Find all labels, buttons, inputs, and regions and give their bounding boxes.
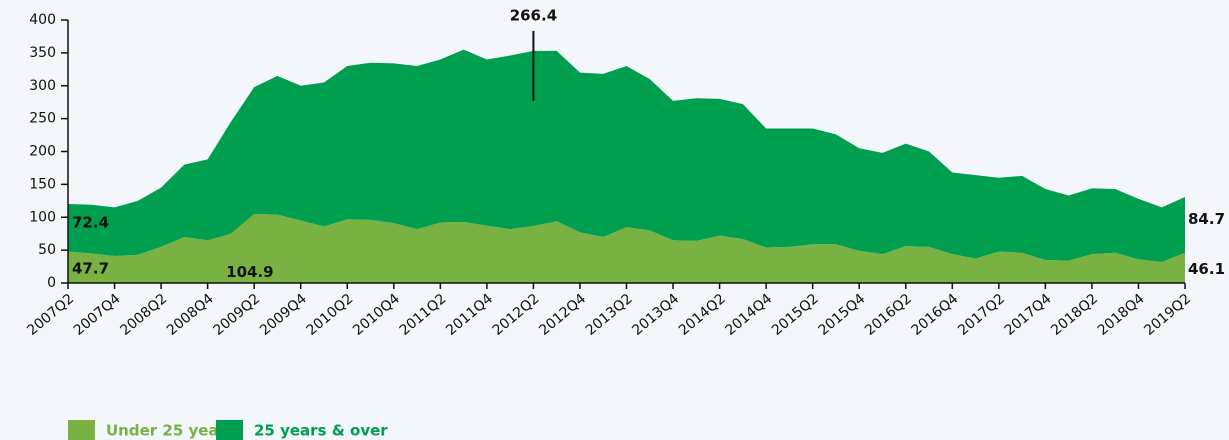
x-tick-label: 2012Q4 [536, 291, 589, 339]
x-tick-label: 2010Q4 [350, 291, 403, 339]
x-tick-label: 2013Q2 [583, 291, 636, 339]
x-tick-label: 2019Q2 [1141, 291, 1194, 339]
y-tick-label: 250 [29, 111, 56, 127]
y-tick-label: 350 [29, 45, 56, 61]
x-tick-label: 2012Q2 [490, 291, 543, 339]
x-tick-label: 2018Q2 [1048, 291, 1101, 339]
area [68, 214, 1185, 283]
data-label: 47.7 [72, 259, 109, 277]
legend-label: Under 25 years [106, 422, 235, 440]
y-tick-label: 50 [38, 242, 56, 258]
x-tick-label: 2016Q2 [862, 291, 915, 339]
y-tick-label: 200 [29, 144, 56, 160]
y-tick-label: 400 [29, 12, 56, 28]
x-tick-label: 2014Q4 [722, 291, 775, 339]
legend-swatch [216, 420, 243, 440]
legend-label: 25 years & over [254, 422, 388, 440]
x-tick-label: 2007Q4 [71, 291, 124, 339]
area [68, 49, 1185, 262]
data-label: 266.4 [510, 6, 557, 24]
x-tick-label: 2011Q2 [397, 291, 450, 339]
x-tick-label: 2008Q2 [117, 291, 170, 339]
x-tick-label: 2017Q2 [955, 291, 1008, 339]
data-label: 46.1 [1188, 260, 1225, 278]
x-tick-label: 2010Q2 [304, 291, 357, 339]
y-tick-label: 300 [29, 78, 56, 94]
data-label: 72.4 [72, 214, 109, 232]
y-tick-label: 0 [47, 275, 56, 291]
data-label: 104.9 [226, 263, 273, 281]
x-tick-label: 2011Q4 [443, 291, 496, 339]
x-tick-label: 2008Q4 [164, 291, 217, 339]
x-tick-label: 2015Q2 [769, 291, 822, 339]
x-tick-label: 2018Q4 [1095, 291, 1148, 339]
legend-swatch [68, 420, 95, 440]
data-label: 84.7 [1188, 210, 1225, 228]
y-tick-label: 100 [29, 209, 56, 225]
x-tick-label: 2015Q4 [816, 291, 869, 339]
x-tick-label: 2013Q4 [629, 291, 682, 339]
x-tick-label: 2009Q4 [257, 291, 310, 339]
x-tick-label: 2007Q2 [24, 291, 77, 339]
x-tick-label: 2017Q4 [1002, 291, 1055, 339]
x-tick-label: 2016Q4 [909, 291, 962, 339]
y-tick-label: 150 [29, 176, 56, 192]
x-tick-label: 2014Q2 [676, 291, 729, 339]
x-tick-label: 2009Q2 [210, 291, 263, 339]
